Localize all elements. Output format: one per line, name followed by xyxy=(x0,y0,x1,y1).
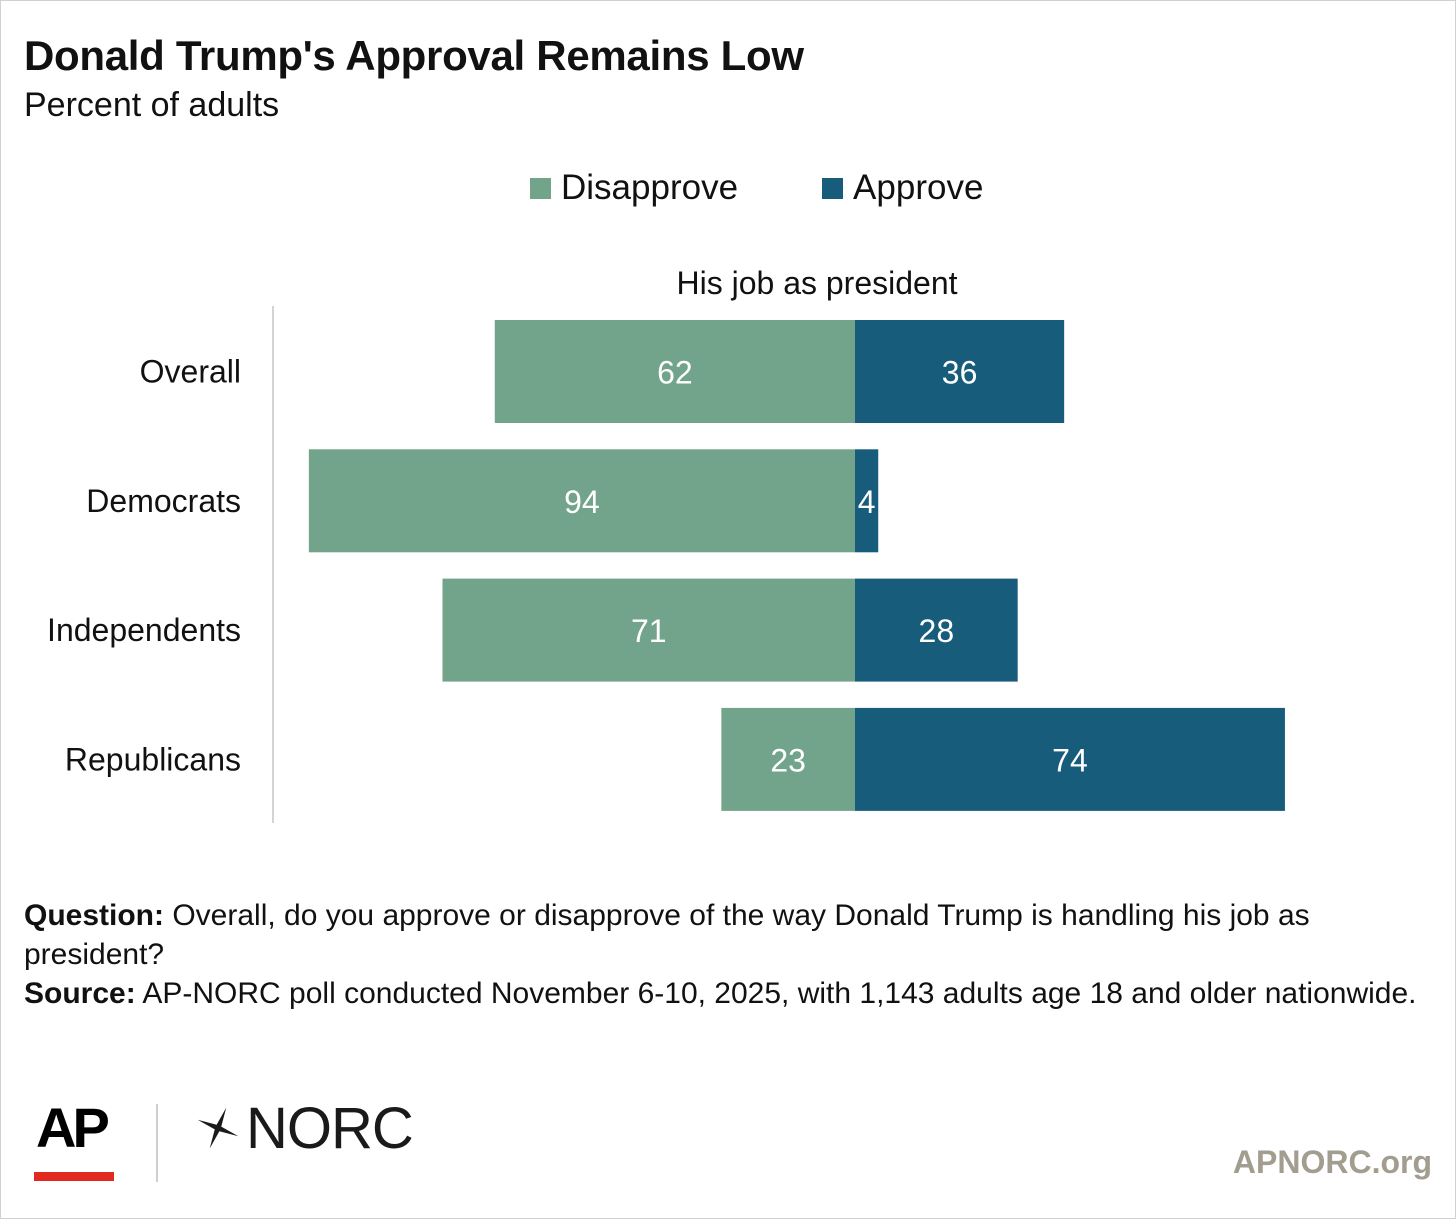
bar-approve-republicans xyxy=(855,707,1285,811)
legend-item-approve: Approve xyxy=(822,168,983,208)
data-label-approve-independents: 28 xyxy=(919,613,955,649)
category-label-democrats: Democrats xyxy=(86,483,241,519)
norc-logo-text: NORC xyxy=(246,1095,414,1161)
bars-group: Overall 62 36 Democrats 94 4 Independents 71 28 R… xyxy=(47,320,1285,811)
column-header: His job as president xyxy=(676,265,957,301)
data-label-disapprove-republicans: 23 xyxy=(770,742,806,778)
chart-subtitle: Percent of adults xyxy=(24,86,280,124)
legend-label-approve: Approve xyxy=(853,168,984,207)
data-label-approve-republicans: 74 xyxy=(1052,742,1088,778)
question-text: Overall, do you approve or disapprove of… xyxy=(24,899,1310,971)
footnote: Question: Overall, do you approve or dis… xyxy=(24,896,1424,1013)
bar-disapprove-republicans xyxy=(721,707,855,811)
legend-label-disapprove: Disapprove xyxy=(561,168,739,207)
category-label-republicans: Republicans xyxy=(65,741,241,777)
source-label: Source: xyxy=(24,977,136,1010)
norc-logo: NORC xyxy=(192,1095,414,1161)
data-label-disapprove-overall: 62 xyxy=(657,355,693,391)
legend: Disapprove Approve xyxy=(530,166,983,210)
norc-star-icon xyxy=(197,1107,239,1149)
data-label-approve-democrats: 4 xyxy=(858,484,876,520)
bar-approve-overall xyxy=(855,320,1065,423)
bar-approve-independents xyxy=(855,578,1018,682)
category-label-independents: Independents xyxy=(47,612,241,648)
bar-disapprove-democrats xyxy=(308,449,855,553)
site-link[interactable]: APNORC.org xyxy=(1232,1144,1432,1180)
ap-logo: AP xyxy=(36,1096,110,1159)
question-label: Question: xyxy=(24,899,164,932)
bar-disapprove-overall xyxy=(494,320,855,423)
data-label-disapprove-democrats: 94 xyxy=(564,484,600,520)
data-label-disapprove-independents: 71 xyxy=(631,613,667,649)
bar-disapprove-independents xyxy=(442,578,855,682)
bar-approve-democrats xyxy=(855,449,879,553)
logo-divider xyxy=(156,1104,158,1182)
diverging-bar-chart: His job as president Overall 62 36 Democrat… xyxy=(47,265,1285,823)
legend-swatch-approve xyxy=(822,177,844,199)
source-text: AP-NORC poll conducted November 6-10, 20… xyxy=(135,977,1417,1010)
category-label-overall: Overall xyxy=(140,354,241,390)
chart-title: Donald Trump's Approval Remains Low xyxy=(24,32,804,79)
legend-swatch-disapprove xyxy=(530,177,551,199)
data-label-approve-overall: 36 xyxy=(942,355,978,391)
legend-item-disapprove: Disapprove xyxy=(530,168,738,208)
ap-logo-bar xyxy=(34,1172,114,1181)
